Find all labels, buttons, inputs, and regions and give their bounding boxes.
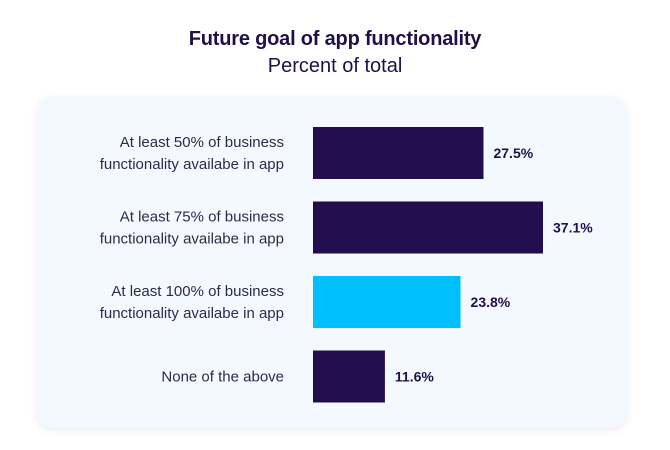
bar-4 [313, 350, 385, 403]
bar-1 [313, 127, 484, 179]
bar-2 [313, 201, 543, 254]
value-label-2: 37.1% [553, 220, 593, 236]
category-label-line: functionality availabe in app [100, 156, 284, 173]
category-label-4: None of the above [161, 369, 284, 386]
value-label-3: 23.8% [471, 294, 511, 310]
category-label-line: At least 100% of business [111, 283, 284, 300]
category-label-line: functionality availabe in app [100, 305, 284, 322]
bar-3 [313, 276, 461, 328]
chart-title: Future goal of app functionality [188, 28, 482, 50]
value-label-4: 11.6% [395, 369, 434, 385]
category-label-line: None of the above [161, 369, 284, 386]
category-label-line: At least 75% of business [120, 209, 284, 226]
category-label-2: At least 75% of business functionality av… [100, 209, 284, 248]
value-label-1: 27.5% [493, 145, 533, 161]
category-label-3: At least 100% of business functionality a… [100, 283, 284, 322]
category-label-1: At least 50% of business functionality av… [100, 134, 284, 173]
chart-subtitle: Percent of total [267, 55, 403, 77]
category-label-line: At least 50% of business [120, 134, 284, 151]
category-label-line: functionality availabe in app [100, 231, 284, 248]
